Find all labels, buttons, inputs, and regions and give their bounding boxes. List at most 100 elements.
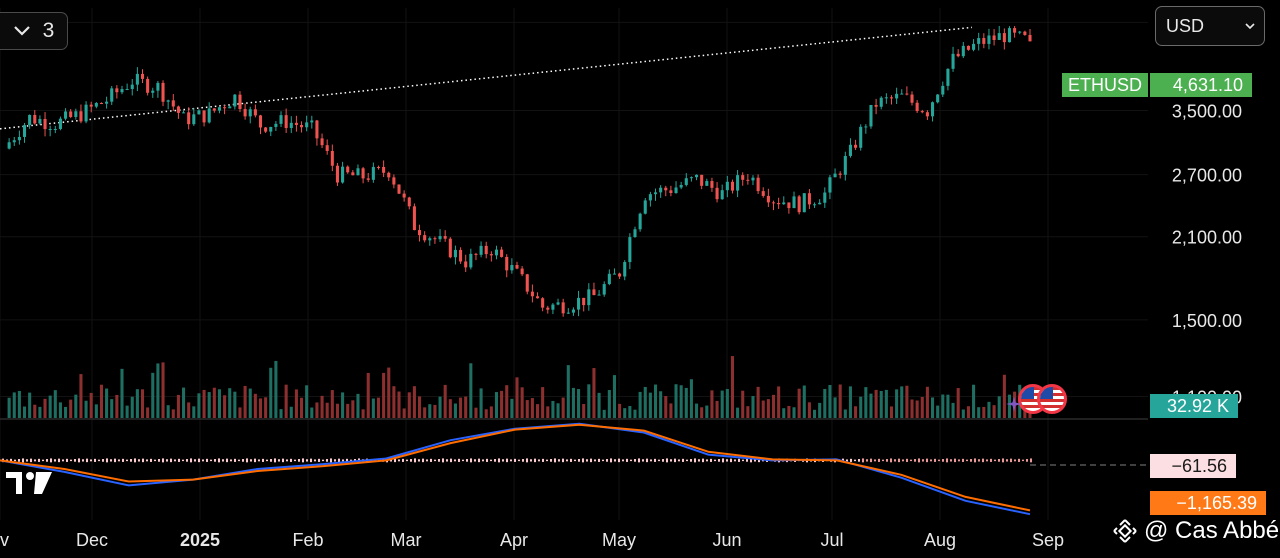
volume-bar [715, 400, 719, 418]
macd-histogram-bar [418, 459, 420, 462]
candle-body [561, 302, 565, 314]
candle-body [376, 166, 381, 168]
volume-bar [120, 368, 124, 418]
candle-body [459, 249, 463, 262]
volume-bar [146, 407, 150, 418]
candle-body [761, 191, 765, 196]
volume-bar [443, 384, 447, 418]
macd-histogram-bar [322, 459, 324, 462]
volume-bar [623, 408, 627, 418]
candle-body [633, 229, 637, 238]
candle-body [130, 84, 134, 90]
volume-bar [269, 367, 273, 418]
macd-histogram-bar [326, 459, 328, 462]
volume-bar [187, 402, 191, 418]
candle-body [741, 175, 745, 180]
macd-histogram-bar [94, 458, 96, 462]
volume-bar [33, 404, 37, 418]
macd-histogram-bar [314, 459, 316, 462]
candle-body [38, 118, 42, 124]
signal-line [0, 423, 1031, 512]
volume-bar [910, 399, 914, 418]
volume-bar [494, 392, 499, 418]
macd-histogram-bar [874, 459, 876, 462]
volume-bar [448, 399, 452, 418]
macd-histogram-bar [426, 459, 428, 462]
volume-bar [156, 363, 160, 418]
volume-bar [674, 384, 678, 418]
macd-histogram-bar [594, 459, 596, 462]
macd-histogram-bar [466, 459, 468, 462]
volume-bar [843, 409, 847, 418]
candle-body [125, 89, 129, 91]
macd-histogram-bar [966, 459, 968, 462]
macd-histogram-bar [134, 458, 136, 463]
macd-histogram-bar [694, 458, 696, 463]
volume-bar [330, 390, 334, 418]
candle-body [551, 304, 555, 310]
macd-histogram-bar [906, 458, 908, 462]
macd-histogram-bar [518, 459, 520, 462]
macd-histogram-bar [166, 459, 168, 462]
macd-histogram-bar [718, 459, 720, 462]
candle-body [895, 93, 899, 99]
macd-histogram-bar [878, 458, 880, 462]
candle-body [1018, 31, 1022, 33]
candle-body [248, 109, 252, 117]
macd-histogram-bar [338, 458, 340, 463]
volume-bar [464, 396, 468, 418]
macd-histogram-bar [454, 459, 456, 462]
macd-histogram-bar [678, 459, 680, 462]
macd-histogram-bar [926, 458, 928, 463]
macd-histogram-bar [154, 459, 156, 462]
volume-bar [325, 402, 329, 418]
volume-bar [956, 388, 960, 418]
volume-bar [607, 389, 611, 418]
volume-bar [551, 400, 555, 418]
volume-bar [587, 384, 591, 418]
volume-bar [638, 391, 642, 418]
candle-body [546, 307, 550, 310]
candle-body [1023, 31, 1027, 35]
volume-bar [520, 387, 524, 418]
volume-bar [453, 403, 457, 418]
volume-bar [489, 406, 493, 418]
macd-histogram-bar [658, 459, 660, 462]
volume-bar [977, 407, 981, 418]
macd-histogram-bar [178, 458, 180, 462]
candle-body [843, 155, 847, 175]
volume-bar [864, 387, 868, 418]
volume-bar [997, 396, 1001, 418]
candle-body [479, 245, 483, 255]
volume-bar [561, 397, 565, 418]
candle-body [453, 249, 457, 258]
candle-body [494, 249, 499, 256]
volume-bar [392, 386, 396, 418]
candle-body [510, 265, 514, 271]
macd-histogram-bar [150, 458, 152, 462]
macd-histogram-bar [706, 459, 708, 462]
macd-histogram-bar [406, 459, 408, 462]
volume-bar [664, 396, 668, 418]
collapse-indicators-button[interactable]: 3 [0, 12, 68, 50]
chevron-down-icon [13, 26, 30, 36]
candle-body [151, 90, 155, 93]
macd-histogram-bar [970, 459, 972, 462]
candle-body [1013, 28, 1017, 33]
volume-bar [402, 408, 406, 418]
volume-bar [274, 360, 278, 418]
macd-histogram-bar [114, 458, 116, 463]
macd-histogram-bar [670, 459, 672, 462]
macd-histogram-bar [506, 458, 508, 463]
volume-bar [412, 386, 416, 418]
us-flag-event-icon[interactable] [1037, 384, 1067, 414]
volume-bar [469, 363, 473, 418]
candle-body [397, 184, 401, 194]
macd-histogram-bar [574, 459, 576, 462]
volume-bar [243, 385, 247, 418]
macd-histogram-bar [142, 458, 144, 463]
candle-body [874, 104, 878, 107]
volume-bar [612, 375, 617, 418]
currency-select[interactable]: USD [1155, 6, 1265, 46]
volume-bar [618, 403, 622, 418]
